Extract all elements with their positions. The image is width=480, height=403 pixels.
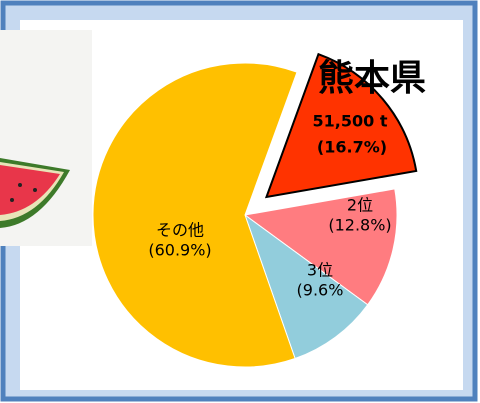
slice-name: 熊本県 [318, 58, 426, 99]
slice-name: 3位 [307, 261, 333, 280]
value-label: (60.9%) [148, 241, 211, 260]
pie-slice [264, 52, 418, 199]
slice-name: 2位 [347, 196, 373, 215]
pie-slice [92, 62, 298, 368]
value-label: (16.7%) [317, 138, 387, 157]
pie-slice [243, 213, 369, 360]
value-label: (9.6% [297, 281, 344, 300]
photo [0, 30, 92, 246]
pie-slice [243, 188, 398, 306]
annotation: 51,500 t [313, 112, 388, 131]
slice-name: その他 [156, 221, 204, 240]
value-label: (12.8%) [328, 216, 391, 235]
